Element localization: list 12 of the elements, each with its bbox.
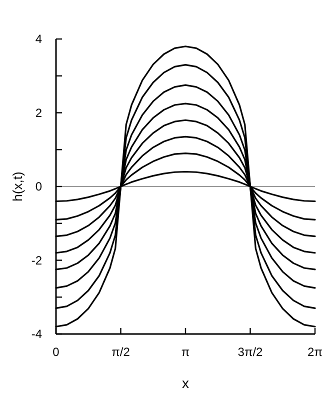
- x-tick-label: π/2: [112, 345, 130, 359]
- x-tick-label: 3π/2: [238, 345, 264, 359]
- y-tick-label: -4: [31, 327, 42, 342]
- y-tick-label: 2: [35, 106, 42, 120]
- y-axis-title: h(x,t): [10, 172, 25, 202]
- y-tick-label: 0: [35, 180, 42, 194]
- x-tick-label: π: [181, 345, 190, 359]
- x-axis-title: x: [182, 375, 189, 391]
- y-tick-label: -2: [31, 253, 42, 268]
- x-tick-label: 0: [52, 345, 60, 359]
- y-tick-label: 4: [35, 32, 42, 46]
- x-tick-label: 2π: [308, 345, 322, 359]
